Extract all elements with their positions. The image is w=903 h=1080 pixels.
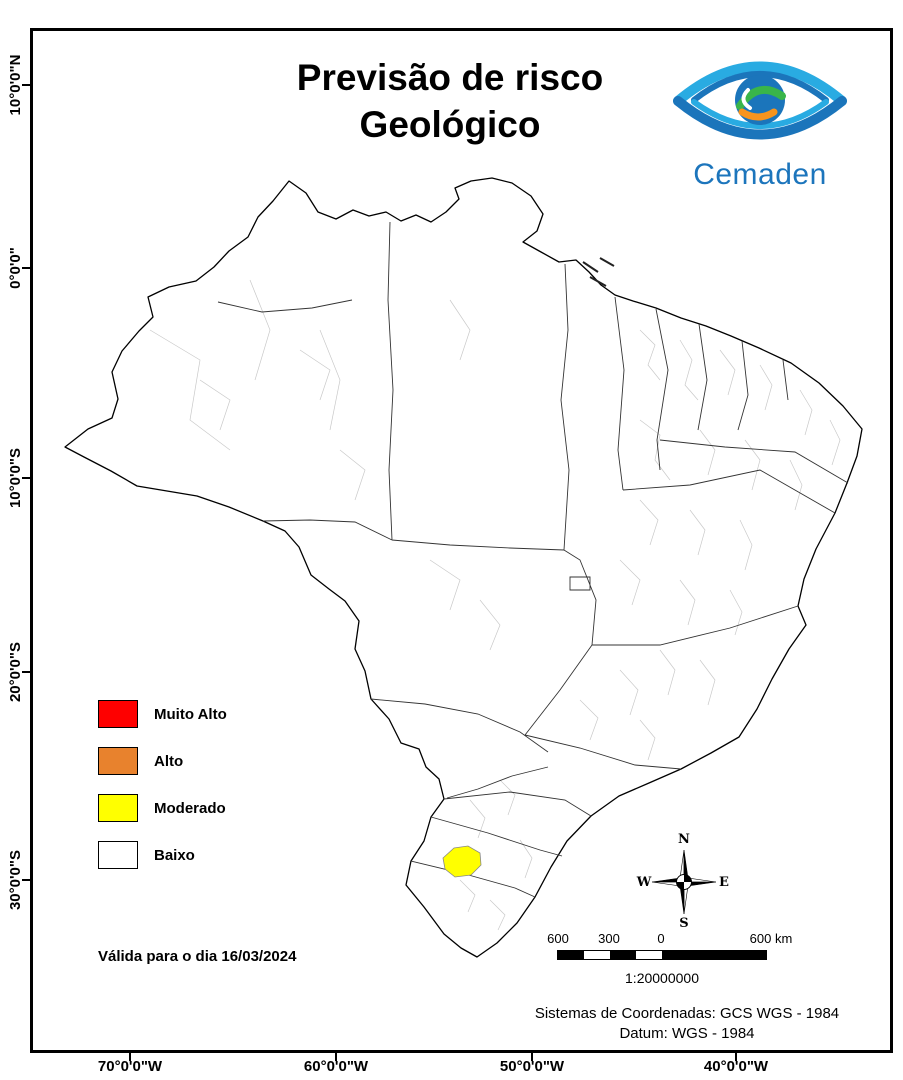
cemaden-eye-icon (673, 61, 847, 140)
lon-label-70w: 70°0'0"W (97, 1058, 163, 1075)
compass-rose-icon: N E W S (636, 832, 729, 930)
scale-bar (557, 950, 767, 960)
scale-bar-segment (636, 951, 662, 959)
compass-west-label: W (636, 875, 652, 890)
lat-label-20s: 20°0'0"S (7, 641, 24, 703)
legend-swatch-moderado (98, 794, 138, 822)
compass-north-label: N (678, 832, 690, 847)
scale-bar-segment (558, 951, 584, 959)
scale-bar-segment (610, 951, 636, 959)
scalebar-label-0: 0 (657, 931, 665, 946)
lat-label-30s: 30°0'0"S (7, 849, 24, 911)
lat-label-10n: 10°0'0"N (7, 54, 24, 116)
legend-label-baixo: Baixo (154, 846, 195, 864)
legend-item-baixo: Baixo (98, 841, 227, 869)
lat-label-10s: 10°0'0"S (7, 447, 24, 509)
legend-item-moderado: Moderado (98, 794, 227, 822)
brazil-outline (64, 177, 863, 958)
map-title: Previsão de risco Geológico (170, 54, 730, 148)
validity-date: Válida para o dia 16/03/2024 (98, 948, 297, 965)
legend-item-alto: Alto (98, 747, 227, 775)
legend-label-moderado: Moderado (154, 799, 226, 817)
legend-label-muito-alto: Muito Alto (154, 705, 227, 723)
coordinate-system-line1: Sistemas de Coordenadas: GCS WGS - 1984 (534, 1005, 840, 1022)
legend-item-muito-alto: Muito Alto (98, 700, 227, 728)
scale-bar-segment (662, 951, 766, 959)
amazon-mouth-detail (582, 257, 615, 287)
state-boundaries (217, 221, 849, 898)
lon-label-60w: 60°0'0"W (303, 1058, 369, 1075)
scale-bar-segment (584, 951, 610, 959)
risk-legend: Muito Alto Alto Moderado Baixo (98, 700, 227, 888)
legend-swatch-muito-alto (98, 700, 138, 728)
frame-ticks (22, 84, 737, 1061)
legend-swatch-alto (98, 747, 138, 775)
map-title-line1: Previsão de risco (296, 57, 604, 98)
map-title-line2: Geológico (359, 104, 541, 145)
lat-label-0: 0°0'0" (7, 247, 24, 289)
coordinate-system-note: Sistemas de Coordenadas: GCS WGS - 1984 … (477, 1004, 897, 1044)
scalebar-label-600km: 600 km (749, 931, 793, 946)
coordinate-system-line2: Datum: WGS - 1984 (619, 1025, 755, 1042)
legend-swatch-baixo (98, 841, 138, 869)
scalebar-label-600-left: 600 (547, 931, 569, 946)
lon-label-40w: 40°0'0"W (703, 1058, 769, 1075)
lon-label-50w: 50°0'0"W (499, 1058, 565, 1075)
legend-label-alto: Alto (154, 752, 184, 770)
compass-south-label: S (679, 916, 688, 930)
risk-highlight-region (442, 845, 482, 878)
cemaden-logo: Cemaden (660, 46, 860, 192)
municipality-boundaries (149, 279, 841, 931)
scalebar-label-300: 300 (598, 931, 620, 946)
scale-ratio: 1:20000000 (625, 970, 699, 986)
cemaden-logo-text: Cemaden (693, 158, 827, 191)
compass-east-label: E (719, 875, 729, 890)
